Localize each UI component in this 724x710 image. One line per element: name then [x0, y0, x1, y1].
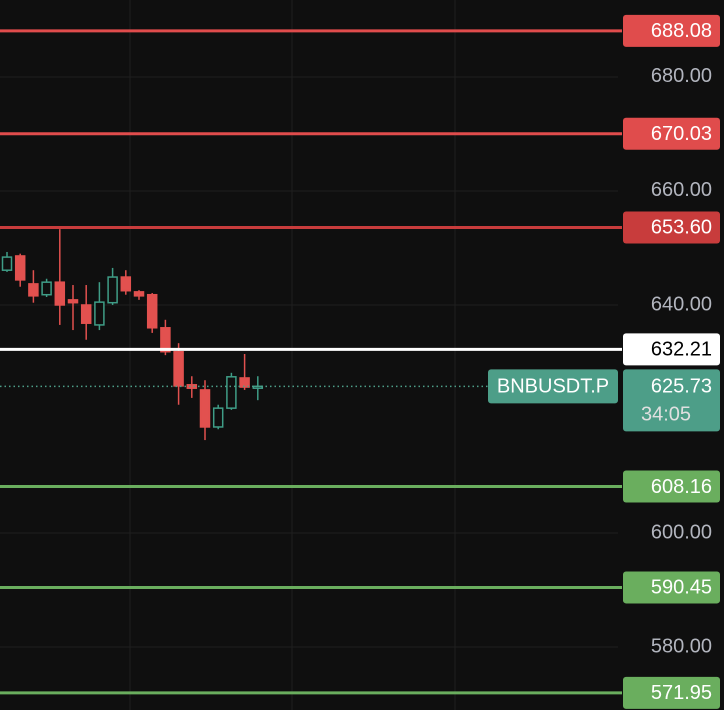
symbol-label: BNBUSDT.P: [497, 376, 609, 398]
level-label-box: [623, 571, 720, 604]
candle-body: [160, 327, 171, 353]
level-label: 590.45: [651, 577, 712, 599]
candle-body: [212, 407, 224, 428]
level-label: 571.95: [651, 682, 712, 704]
level-label: 632.21: [651, 339, 712, 361]
y-tick-label: 680.00: [651, 65, 712, 87]
level-label: 670.03: [651, 123, 712, 145]
candle-body: [107, 276, 118, 304]
candle-body: [28, 283, 39, 297]
candle-body: [80, 304, 92, 324]
countdown-label: 34:05: [641, 404, 691, 426]
candle-body: [133, 291, 145, 297]
candle-body: [120, 276, 132, 292]
y-tick-label: 640.00: [651, 293, 712, 315]
candle-body: [14, 255, 26, 281]
level-label-box: [623, 676, 720, 709]
level-label: 608.16: [651, 476, 712, 498]
candle-body: [67, 299, 79, 304]
level-label: 653.60: [651, 217, 712, 239]
candle-body: [226, 376, 237, 409]
y-tick-label: 660.00: [651, 179, 712, 201]
level-label-box: [623, 333, 720, 366]
candle-body: [94, 301, 105, 326]
y-tick-label: 600.00: [651, 521, 712, 543]
candle-body: [146, 293, 158, 329]
level-label: 688.08: [651, 20, 712, 42]
candle-body: [54, 281, 66, 306]
candle-body: [1, 256, 13, 271]
candle-body: [186, 384, 198, 389]
symbol-box: [488, 369, 618, 404]
level-label-box: [623, 211, 720, 244]
level-label-box: [623, 14, 720, 47]
candle-body: [239, 377, 250, 388]
y-tick-label: 580.00: [651, 635, 712, 657]
candle-body: [199, 389, 211, 428]
price-box: [623, 369, 720, 432]
level-label-box: [623, 117, 720, 150]
candle-body: [173, 350, 184, 387]
level-label-box: [623, 470, 720, 503]
price-label: 625.73: [651, 376, 712, 398]
candle-body: [41, 281, 52, 296]
